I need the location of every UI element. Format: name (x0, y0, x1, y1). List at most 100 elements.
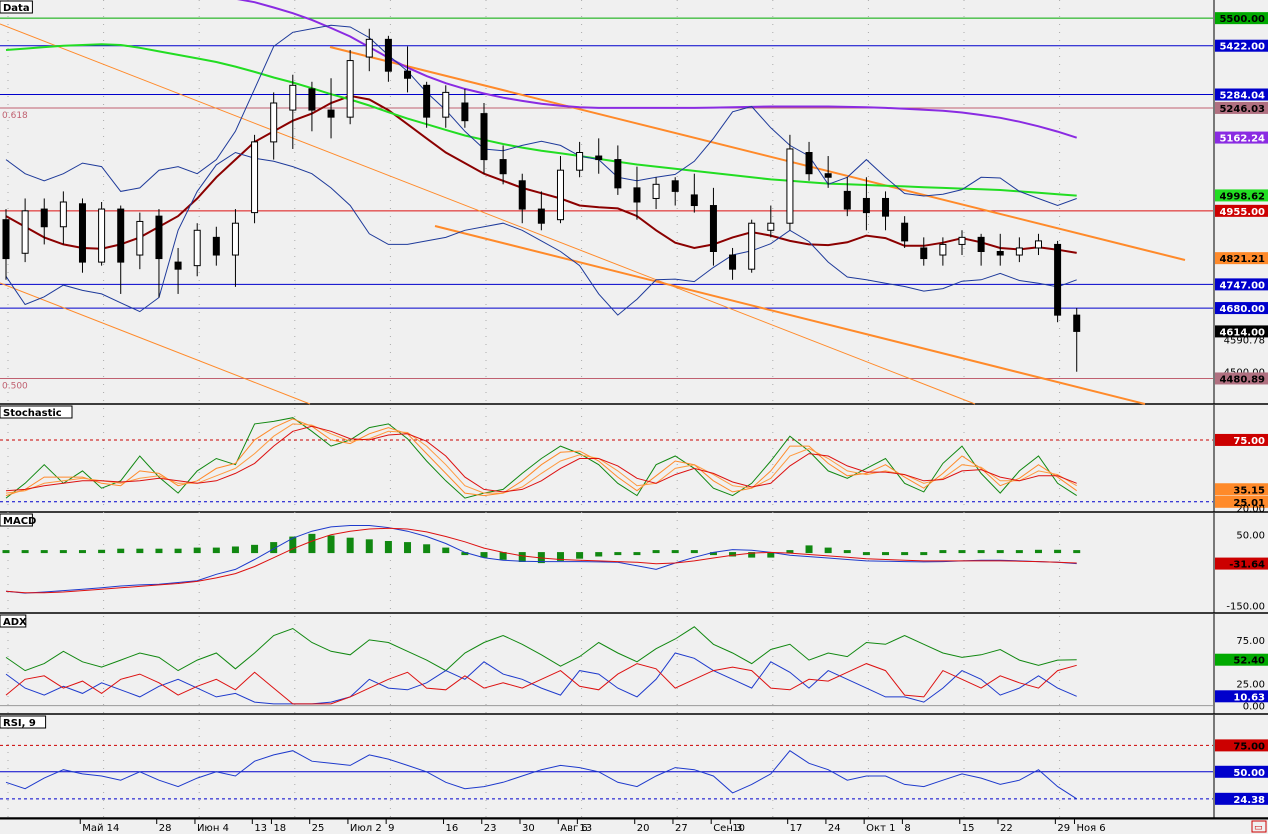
macd-tick-label: 50.00 (1236, 531, 1265, 542)
candle-body (862, 197, 870, 214)
time-tick-label: 22 (1000, 823, 1013, 834)
adx-level-tag: 10.63 (1215, 690, 1268, 703)
candle (882, 191, 890, 231)
candle (98, 202, 106, 266)
axis-tag-bg (1215, 278, 1268, 291)
panel-title-rsi: RSI, 9 (0, 715, 47, 729)
stoch-level-tag: 25.01 (1215, 495, 1268, 509)
candle (117, 205, 125, 294)
candle-body (1015, 247, 1023, 256)
moving-average-slow (236, 0, 1078, 139)
candle (767, 205, 775, 238)
time-axis-bg (0, 819, 1268, 834)
axis-tag-bg (1215, 189, 1268, 202)
adx-line (5, 626, 1077, 672)
candle (595, 138, 603, 174)
corner-button-icon: ▭ (1254, 823, 1263, 833)
macd-bar (786, 550, 794, 554)
candle-body (709, 205, 717, 253)
time-tick-label: 24 (828, 823, 841, 834)
panel-title-bg (0, 0, 33, 14)
candle (633, 166, 641, 220)
time-tick-label: 28 (159, 823, 172, 834)
panel-title-stochastic: Stochastic (0, 405, 73, 419)
axis-tag-bg (1215, 792, 1268, 805)
panel-title-bg (0, 614, 27, 628)
price-level-tag: 4614.00 (1215, 325, 1268, 338)
bollinger-upper (5, 24, 1077, 207)
channel-line-lower (434, 225, 1146, 405)
candle (958, 230, 966, 256)
candle (537, 191, 545, 231)
corner-button-bg[interactable] (1251, 820, 1267, 833)
candle-body (212, 236, 220, 256)
adx-tick-label: 75.00 (1236, 636, 1265, 647)
macd-bar (767, 552, 775, 558)
axis-tag-bg (1215, 131, 1268, 144)
time-tick-label: 17 (790, 823, 803, 834)
macd-tick-label: -150.00 (1226, 601, 1265, 612)
candle (901, 216, 909, 248)
macd-bar (862, 552, 870, 556)
stochastic-line (5, 417, 1077, 499)
price-level-tag: 5422.00 (1215, 39, 1268, 53)
candle-body (59, 201, 67, 228)
candle (786, 134, 794, 231)
time-tick-label: Июл 2 (350, 823, 382, 834)
macd-bar (136, 548, 144, 554)
macd-bar (231, 546, 239, 554)
stochastic-line (5, 425, 1077, 493)
macd-bar (595, 552, 603, 557)
candle (977, 233, 985, 266)
candle-body (614, 159, 622, 189)
macd-bar (690, 550, 698, 554)
macd-signal-line (5, 527, 1077, 594)
candle (384, 35, 392, 82)
candle-body (98, 208, 106, 263)
candle-body (633, 187, 641, 203)
candle-body (480, 113, 488, 161)
candle (805, 141, 813, 181)
candle-body (251, 141, 259, 214)
candle (78, 198, 86, 273)
axis-tag-label: 4998.62 (1219, 191, 1265, 202)
channel-line-outer (0, 282, 311, 405)
macd-bar (365, 539, 373, 554)
candle (423, 81, 431, 128)
candle-body (882, 197, 890, 217)
candle-body (155, 215, 163, 260)
candle-body (671, 180, 679, 192)
axis-tag-label: 5500.00 (1219, 14, 1265, 25)
candle-body (977, 236, 985, 253)
macd-bar (21, 550, 29, 554)
price-level-tag: 4998.62 (1215, 189, 1268, 202)
candle-body (805, 152, 813, 175)
candle-body (193, 229, 201, 267)
macd-bar (633, 552, 641, 556)
corner-button[interactable]: ▭ (1251, 820, 1267, 833)
candle-body (748, 222, 756, 270)
axis-tag-bg (1215, 372, 1268, 385)
macd-bar (461, 552, 469, 556)
candle-body (40, 208, 48, 228)
price-level-tag: 4955.00 (1215, 204, 1268, 218)
macd-bar (709, 552, 717, 556)
axis-tag-bg (1215, 765, 1268, 778)
candle-body (537, 208, 545, 224)
stoch-level-tag: 35.15 (1215, 483, 1268, 496)
axis-tag-bg (1215, 739, 1268, 752)
candle (308, 81, 316, 132)
macd-bar (193, 547, 201, 554)
candle-body (404, 70, 412, 79)
panel-title-label: RSI, 9 (3, 718, 36, 729)
axis-tag-bg (1215, 653, 1268, 666)
candle (748, 219, 756, 273)
axis-tag-bg (1215, 557, 1268, 570)
fib-label-lower: 0.500 (2, 381, 28, 391)
candle (21, 198, 29, 263)
candle (289, 74, 297, 149)
time-tick-label: 25 (312, 823, 325, 834)
macd-bar (614, 552, 622, 556)
candle (404, 46, 412, 93)
